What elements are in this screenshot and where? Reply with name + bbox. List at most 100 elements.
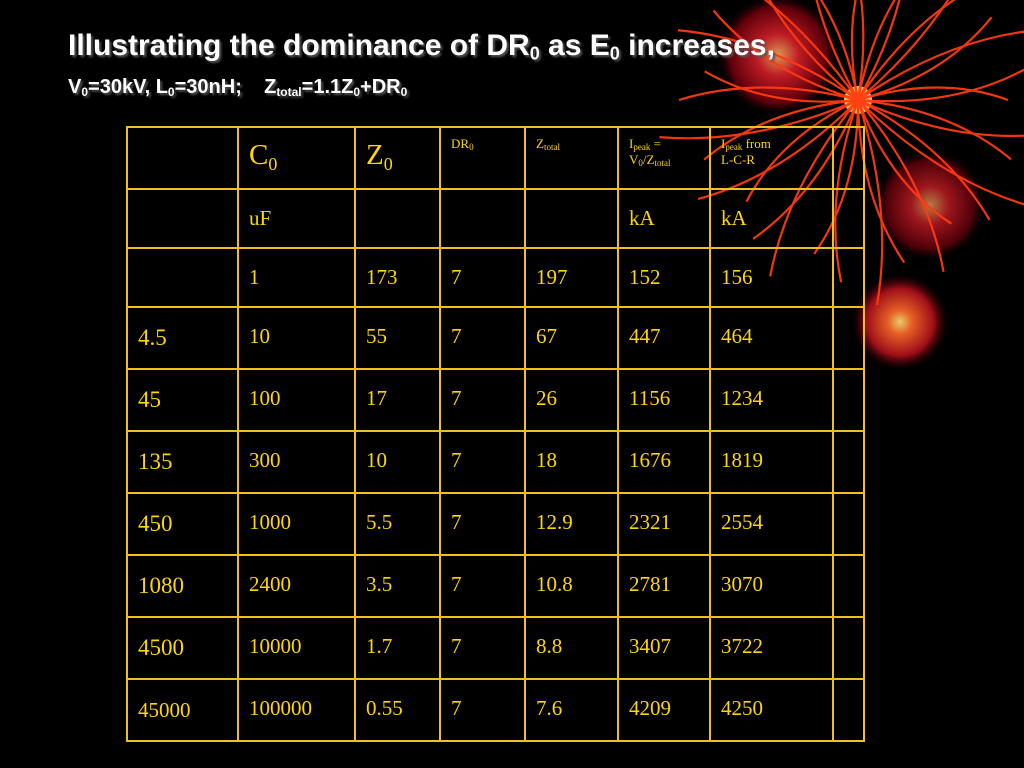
subtitle-subscript: 0	[400, 85, 408, 99]
firework-ray	[856, 99, 953, 225]
table-cell: kA	[709, 187, 834, 250]
header-text: I	[721, 136, 726, 151]
data-table: C0 Z0 DR0 Ztotal Ipeak = V0/Ztotal Ipeak…	[126, 126, 865, 743]
table-cell: 10.8	[524, 554, 619, 619]
table-cell: 2321	[617, 492, 711, 557]
header-subscript: peak	[725, 142, 743, 152]
table-cell	[832, 616, 865, 680]
firework-ray	[857, 0, 950, 101]
table-cell: 1000	[237, 492, 356, 557]
subtitle-subscript: 0	[353, 85, 361, 99]
header-c0: C0	[237, 126, 356, 190]
subtitle-subscript: 0	[81, 85, 89, 99]
units-row: uF kA kA	[126, 187, 865, 250]
subtitle-text: =30nH; Z	[174, 76, 277, 98]
firework-ray	[857, 99, 1024, 206]
table-cell: kA	[617, 187, 711, 250]
table-cell: 1676	[617, 430, 711, 495]
table-cell: 1080	[126, 554, 239, 619]
firework-ray	[856, 0, 865, 101]
table-row: 1 173 7 197 152 156	[126, 247, 865, 309]
header-text: =	[650, 136, 661, 151]
firework-ray	[857, 99, 991, 221]
table-cell: 1	[237, 247, 356, 309]
firework-ray	[815, 0, 859, 101]
header-subscript: 0	[383, 154, 393, 174]
table-cell	[832, 187, 865, 250]
table-cell: 18	[524, 430, 619, 495]
table-cell: 7.6	[524, 677, 619, 743]
table-cell: 10	[354, 430, 441, 495]
header-row: C0 Z0 DR0 Ztotal Ipeak = V0/Ztotal Ipeak…	[126, 126, 865, 190]
table-cell: 197	[524, 247, 619, 309]
subtitle-text: +DR	[360, 76, 401, 98]
table-cell	[832, 677, 865, 743]
table-cell: 0.55	[354, 677, 441, 743]
slide-subtitle: V0=30kV, L0=30nH; Ztotal=1.1Z0+DR0	[68, 74, 407, 100]
header-text: /Z	[642, 152, 655, 167]
table-cell: 4250	[709, 677, 834, 743]
table-cell	[832, 306, 865, 371]
subtitle-subscript: total	[276, 85, 302, 99]
firework-ray	[857, 0, 901, 101]
title-text: Illustrating the dominance of DR	[68, 29, 530, 62]
header-text: L-C-R	[721, 152, 755, 167]
table-cell: 3070	[709, 554, 834, 619]
title-text: increases,	[619, 29, 775, 62]
header-text: from	[742, 136, 771, 151]
firework-ray	[678, 86, 859, 102]
table-cell: 12.9	[524, 492, 619, 557]
header-z0: Z0	[354, 126, 441, 190]
header-subscript: 0	[268, 154, 278, 174]
table-cell	[126, 247, 239, 309]
table-cell: 173	[354, 247, 441, 309]
table-cell: 10000	[237, 616, 356, 680]
header-text: C	[249, 139, 269, 171]
subtitle-text: =1.1Z	[301, 76, 354, 98]
header-subscript: peak	[633, 142, 651, 152]
table-cell: 7	[439, 306, 526, 371]
header-ipeak: Ipeak = V0/Ztotal	[617, 126, 711, 190]
header-subscript: total	[543, 142, 560, 152]
table-cell: uF	[237, 187, 356, 250]
table-cell: 1156	[617, 368, 711, 433]
table-cell: 4.5	[126, 306, 239, 371]
table-cell	[832, 368, 865, 433]
firework-ray	[857, 0, 956, 101]
table-row: 1080 2400 3.5 7 10.8 2781 3070	[126, 554, 865, 619]
title-subscript: 0	[609, 43, 620, 64]
table-cell: 7	[439, 430, 526, 495]
firework-ray	[819, 0, 860, 101]
table-row: 450 1000 5.5 7 12.9 2321 2554	[126, 492, 865, 557]
table-cell: 1819	[709, 430, 834, 495]
header-text: V	[629, 152, 639, 167]
table-row: 4.5 10 55 7 67 447 464	[126, 306, 865, 371]
table-cell: 3407	[617, 616, 711, 680]
table-cell: 45	[126, 368, 239, 433]
table-cell: 100000	[237, 677, 356, 743]
firework-ray	[857, 16, 993, 102]
table-cell: 1.7	[354, 616, 441, 680]
header-subscript: total	[654, 158, 671, 168]
table-cell: 7	[439, 616, 526, 680]
table-cell: 4500	[126, 616, 239, 680]
table-cell	[832, 492, 865, 557]
slide-title: Illustrating the dominance of DR0 as E0 …	[68, 28, 775, 64]
header-dr0: DR0	[439, 126, 526, 190]
subtitle-text: =30kV, L	[88, 76, 168, 98]
table-cell: 5.5	[354, 492, 441, 557]
table-row: 135 300 10 7 18 1676 1819	[126, 430, 865, 495]
table-cell: 7	[439, 368, 526, 433]
table-cell: 447	[617, 306, 711, 371]
header-text: DR	[451, 136, 470, 151]
header-text: Z	[536, 136, 544, 151]
table-cell: 10	[237, 306, 356, 371]
title-subscript: 0	[529, 43, 540, 64]
table-cell	[832, 126, 865, 190]
header-ipeak-lcr: Ipeak from L-C-R	[709, 126, 834, 190]
table-cell: 7	[439, 554, 526, 619]
table-cell: 7	[439, 677, 526, 743]
subtitle-subscript: 0	[167, 85, 175, 99]
firework-ray	[857, 30, 1024, 101]
table-cell: 67	[524, 306, 619, 371]
